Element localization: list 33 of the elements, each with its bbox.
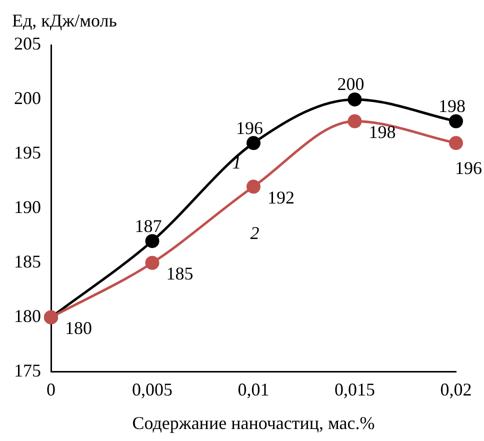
x-tick-label: 0,01 (238, 379, 270, 400)
point (348, 92, 362, 106)
point (246, 136, 260, 150)
point (246, 180, 260, 194)
point (449, 114, 463, 128)
data-label: 198 (438, 96, 466, 116)
y-tick-label: 205 (14, 34, 41, 54)
x-tick-label: 0 (46, 379, 56, 400)
y-tick-label: 175 (14, 360, 41, 381)
data-label: 198 (368, 122, 396, 142)
series-label: 1 (232, 152, 242, 172)
y-axis-title: Ед, кДж/моль (12, 10, 117, 31)
data-label: 185 (166, 264, 194, 284)
series-label: 2 (250, 222, 260, 243)
data-label: 196 (236, 118, 263, 138)
point (145, 256, 160, 270)
point (449, 136, 463, 150)
y-tick-label: 190 (14, 197, 41, 218)
data-label: 196 (455, 158, 482, 178)
data-label: 180 (65, 318, 92, 338)
point (348, 114, 362, 128)
x-tick-label: 0,02 (440, 379, 472, 400)
data-label: 192 (268, 187, 294, 208)
x-tick-label: 0,015 (334, 379, 375, 400)
data-label: 187 (134, 216, 162, 236)
x-axis-title: Содержание наночастиц, мас.% (132, 412, 375, 433)
y-tick-label: 200 (14, 88, 41, 108)
point (145, 234, 160, 248)
data-label: 200 (337, 74, 364, 94)
x-tick-label: 0,005 (132, 379, 172, 400)
y-tick-label: 195 (14, 142, 41, 163)
y-tick-label: 180 (14, 306, 41, 326)
y-tick-label: 185 (14, 252, 41, 272)
